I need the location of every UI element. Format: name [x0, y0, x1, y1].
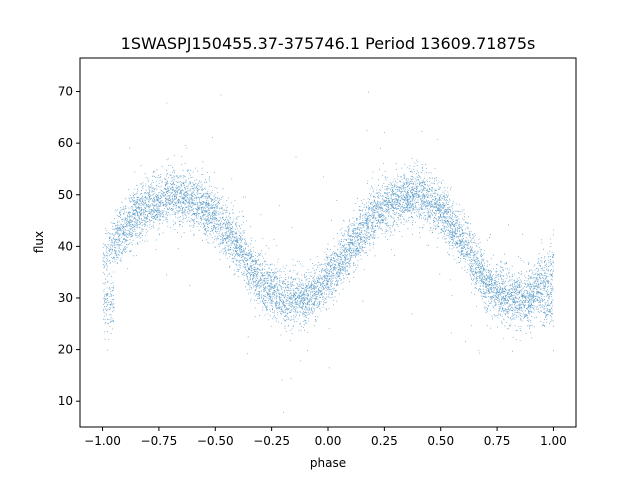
plot-area-frame: [79, 57, 577, 428]
y-tick-label: 40: [58, 239, 73, 253]
x-tick-label: −0.50: [197, 434, 234, 448]
y-axis-label: flux: [32, 231, 46, 253]
y-tick-label: 60: [58, 136, 73, 150]
y-tick-label: 10: [58, 394, 73, 408]
y-tick-label: 30: [58, 291, 73, 305]
x-axis-ticks: −1.00 −0.75 −0.50 −0.25 0.00 0.25 0.50 0.75 1.00: [84, 427, 567, 448]
chart-title: 1SWASPJ150455.37-375746.1 Period 13609.7…: [121, 34, 536, 53]
x-tick-label: 1.00: [540, 434, 567, 448]
x-tick-label: −0.25: [253, 434, 290, 448]
scatter-points: [102, 91, 555, 413]
x-tick-label: 0.50: [427, 434, 454, 448]
y-tick-label: 50: [58, 188, 73, 202]
y-axis-ticks: 10 20 30 40 50 60 70: [58, 85, 80, 408]
x-tick-label: −1.00: [84, 434, 121, 448]
x-tick-label: 0.75: [484, 434, 511, 448]
y-tick-label: 20: [58, 343, 73, 357]
x-tick-label: −0.75: [141, 434, 178, 448]
y-tick-label: 70: [58, 85, 73, 99]
x-axis-label: phase: [310, 456, 346, 470]
x-tick-label: 0.00: [315, 434, 342, 448]
x-tick-label: 0.25: [371, 434, 398, 448]
data-points: [102, 91, 555, 413]
